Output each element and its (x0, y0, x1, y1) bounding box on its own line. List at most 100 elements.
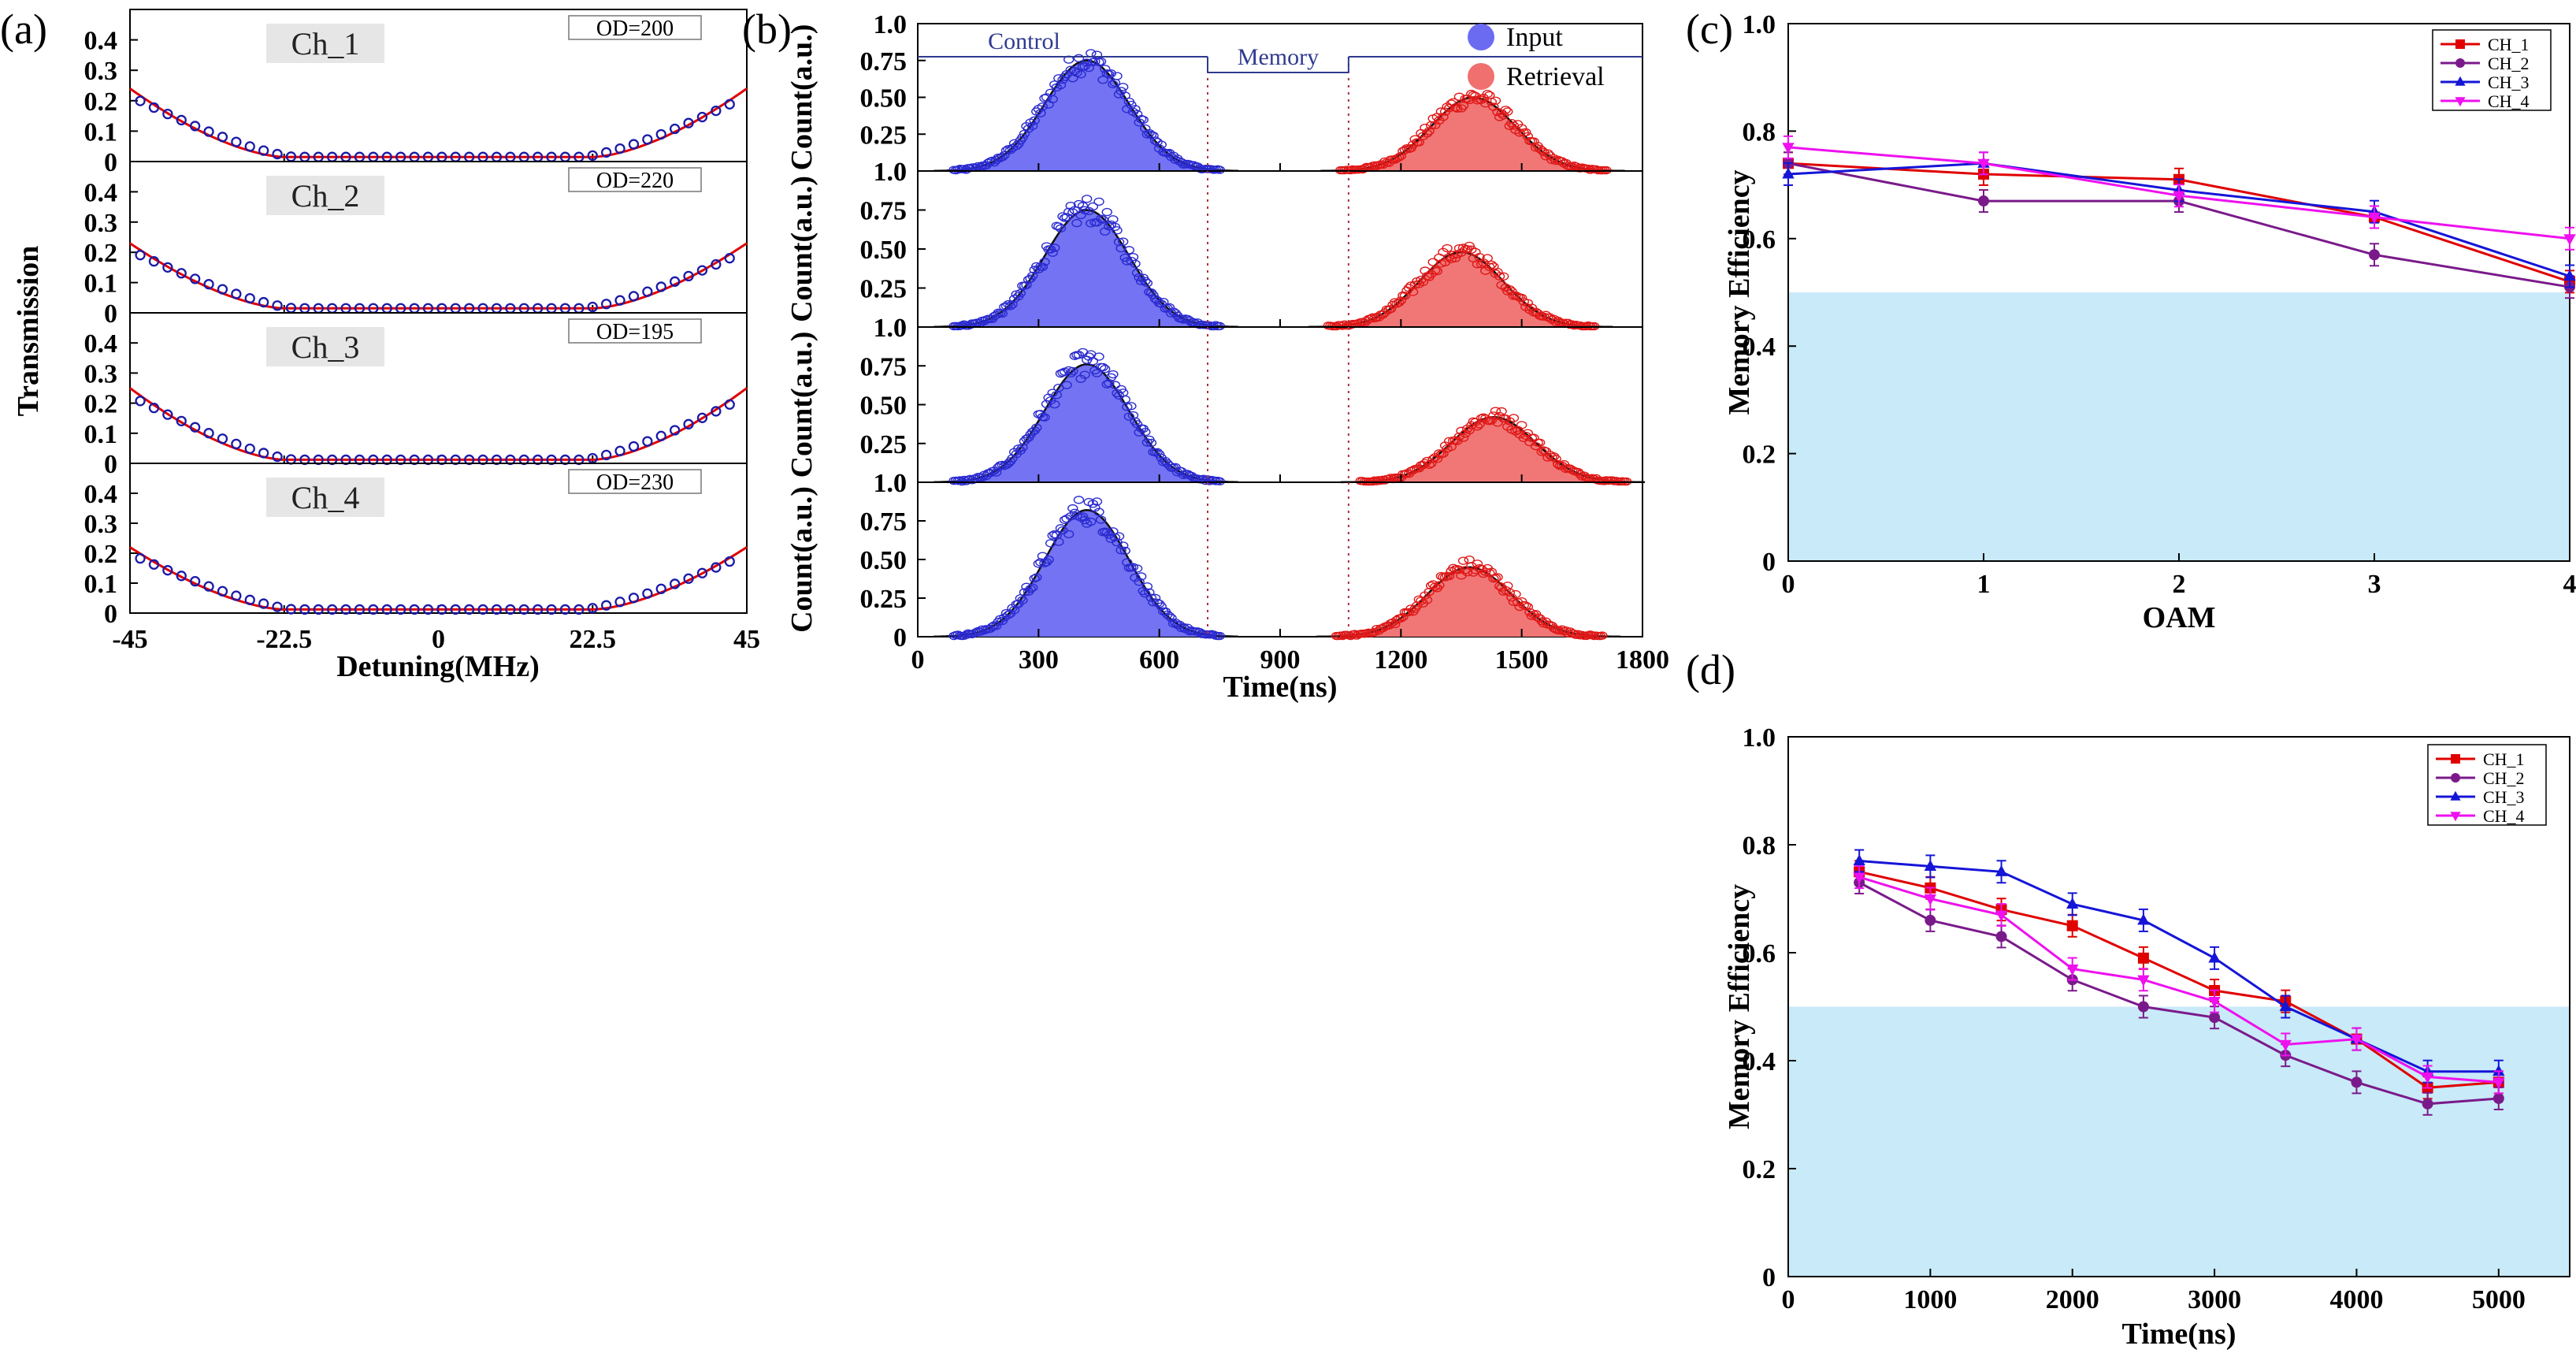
panel-a-ytick-label: 0 (104, 299, 117, 329)
panel-b-ytick-label: 0.75 (860, 352, 908, 381)
transmission-point (381, 604, 392, 615)
transmission-point (148, 559, 160, 570)
transmission-point (628, 291, 640, 302)
transmission-point (655, 128, 666, 140)
legend-label-CH_4: CH_4 (2488, 91, 2530, 111)
panel-a-ytick-label: 0.3 (84, 359, 118, 388)
marker-triangle-down (1995, 910, 2008, 922)
transmission-point (642, 134, 653, 145)
retrieval-count-point (1500, 106, 1511, 114)
transmission-point (655, 281, 666, 292)
panel_d-xtick-label: 5000 (2472, 1285, 2526, 1314)
panel-b-ytick-label: 1.0 (874, 314, 908, 343)
channel-label: Ch_2 (291, 178, 360, 214)
retrieval-count-point (1522, 602, 1534, 612)
input-count-point (1093, 197, 1104, 206)
input-count-point (1021, 281, 1032, 289)
legend-label-CH_1: CH_1 (2483, 749, 2525, 769)
input-count-point (1057, 368, 1068, 377)
transmission-point (422, 604, 434, 615)
channel-label-box (266, 478, 384, 517)
panel_d-ytick-label: 0.2 (1743, 1155, 1776, 1184)
input-count-point (1131, 420, 1143, 429)
retrieval-count-point (1421, 596, 1433, 604)
input-count-point (1026, 427, 1038, 437)
marker-triangle-down (2563, 234, 2576, 246)
input-count-point (1108, 527, 1119, 536)
panel-c: 0 0.2 0.4 0.6 0.8 1.0 0 1 2 3 4 OAM Memory Efficienc… (1723, 10, 2576, 634)
input-count-point (1061, 381, 1072, 389)
panel_c-ytick-label: 0.4 (1743, 333, 1776, 362)
panel-b-ytick-label: 0 (893, 469, 907, 498)
input-count-point (1126, 402, 1137, 411)
transmission-point (491, 604, 503, 615)
panel-a-xtick-label: 22.5 (570, 625, 617, 654)
retrieval-count-point (1405, 143, 1416, 153)
od-label: OD=200 (596, 17, 674, 41)
panel_d-ytick-label: 0.8 (1743, 831, 1776, 861)
panel_d-shaded-region (1788, 1006, 2570, 1277)
transmission-point (711, 105, 722, 117)
od-box (568, 167, 702, 192)
od-box (568, 469, 702, 494)
input-count-point (1000, 146, 1012, 155)
transmission-point (354, 604, 366, 615)
marker-circle (2455, 58, 2465, 68)
input-count-point (1075, 70, 1086, 79)
channel-label: Ch_4 (291, 480, 360, 515)
panel-a-ytick-label: 0.1 (84, 570, 118, 599)
marker-triangle-up (1782, 167, 1795, 179)
retrieval-count-point (1394, 298, 1405, 307)
panel-b-label: (b) (742, 6, 792, 53)
transmission-point (724, 399, 735, 410)
input-count-point (1079, 515, 1090, 525)
retrieval-count-point (1434, 581, 1445, 589)
transmission-point (587, 150, 598, 162)
marker-circle (2492, 1092, 2504, 1104)
input-count-point (1148, 131, 1159, 140)
panel-a-ytick-label: 0.1 (84, 420, 118, 449)
panel-b-ytick-label: 1.0 (874, 469, 908, 498)
panel-b-ytick-label: 1.0 (874, 10, 908, 39)
retrieval-count-point (1516, 293, 1527, 303)
panel-b-ytick-label: 0 (893, 623, 907, 652)
retrieval-count-point (1516, 124, 1527, 132)
input-count-point (1026, 583, 1038, 592)
retrieval-count-point (1421, 129, 1433, 138)
panel-a-xlabel: Detuning(MHz) (336, 650, 540, 683)
panel-b: 0 0.25 0.50 0.75 1.0 Count(a.u.) 0 0.25 0.50 0.75… (785, 10, 1669, 704)
panel-a-ytick-label: 0 (104, 600, 117, 629)
transmission-point (217, 433, 228, 444)
input-pulse-fill (934, 60, 1240, 171)
retrieval-count-point (1438, 113, 1449, 121)
panel-a-ytick-label: 0.4 (84, 480, 118, 509)
panel_c-xtick-label: 4 (2563, 570, 2576, 599)
input-count-point (1164, 148, 1175, 158)
channel-label-box (266, 24, 384, 63)
retrieval-count-point (1482, 254, 1493, 262)
transmission-point (313, 604, 324, 615)
input-count-point (1003, 611, 1014, 619)
transmission-point (244, 292, 255, 304)
marker-triangle-down (2208, 997, 2221, 1009)
legend-label-CH_3: CH_3 (2483, 787, 2525, 807)
input-count-point (1049, 243, 1060, 252)
transmission-point (135, 95, 146, 106)
panel_d-ytick-label: 0.4 (1743, 1047, 1776, 1076)
input-count-point (1117, 83, 1129, 91)
input-count-point (1134, 578, 1145, 586)
input-count-point (1026, 121, 1038, 131)
legend-label-CH_2: CH_2 (2483, 768, 2525, 788)
transmission-point (696, 265, 708, 276)
panel-a-ytick-label: 0.2 (84, 540, 118, 569)
channel-label-box (266, 327, 384, 366)
od-label: OD=220 (596, 169, 674, 193)
input-count-point (1067, 504, 1078, 513)
input-count-point (1204, 477, 1216, 485)
input-count-point (1112, 226, 1123, 235)
input-count-point (1065, 369, 1076, 378)
panel-a-xtick-label: 0 (432, 625, 445, 654)
marker-circle (2369, 249, 2380, 261)
panel_d-series-line-CH_3 (1859, 860, 2499, 1073)
